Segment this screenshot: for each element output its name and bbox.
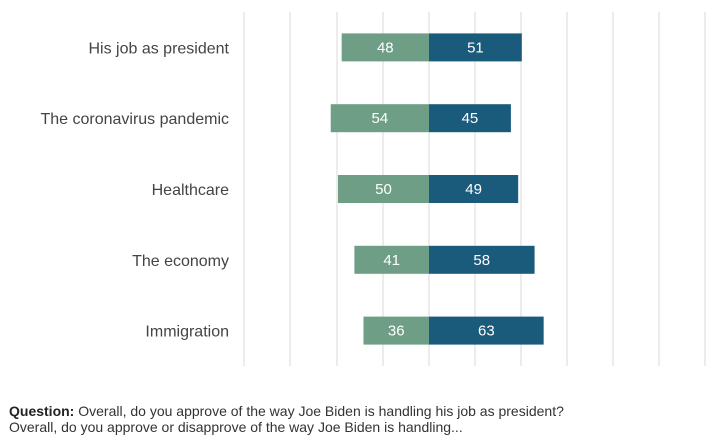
diverging-bar-chart: His job as president 48 51 The coronavirus …: [40, 12, 706, 366]
question-text: Overall, do you approve of the way Joe B…: [78, 403, 564, 419]
question-label: Question:: [9, 403, 75, 419]
category-label: The coronavirus pandemic: [40, 111, 229, 128]
bar-right: [429, 245, 535, 274]
category-label: The economy: [132, 253, 229, 270]
question-second-line: Overall, do you approve or disapprove of…: [9, 419, 463, 435]
bar-left: [341, 33, 429, 62]
bar-left: [338, 175, 429, 203]
bar-right-value-label: 58: [473, 252, 490, 269]
bar-left-value-label: 48: [377, 39, 394, 56]
question-note: Question: Overall, do you approve of the…: [9, 403, 699, 435]
category-label: Healthcare: [152, 182, 229, 199]
category-label: Immigration: [145, 324, 229, 341]
bar-left: [363, 316, 429, 345]
category-label: His job as president: [88, 40, 229, 57]
bar-left-value-label: 54: [372, 110, 389, 127]
bar-right-value-label: 49: [465, 181, 482, 198]
bar-right-value-label: 45: [462, 110, 479, 127]
bar-left-value-label: 50: [375, 181, 392, 198]
bar-right-value-label: 63: [478, 323, 495, 340]
bar-left: [354, 245, 429, 274]
bar-right-value-label: 51: [467, 39, 484, 56]
bar-right: [429, 175, 519, 203]
bar-right: [429, 104, 511, 133]
bar-right: [429, 33, 522, 62]
bar-left: [330, 104, 429, 133]
bar-right: [429, 316, 544, 345]
bar-left-value-label: 41: [383, 252, 400, 269]
bar-left-value-label: 36: [388, 323, 405, 340]
question-line: Question: Overall, do you approve of the…: [9, 403, 699, 419]
